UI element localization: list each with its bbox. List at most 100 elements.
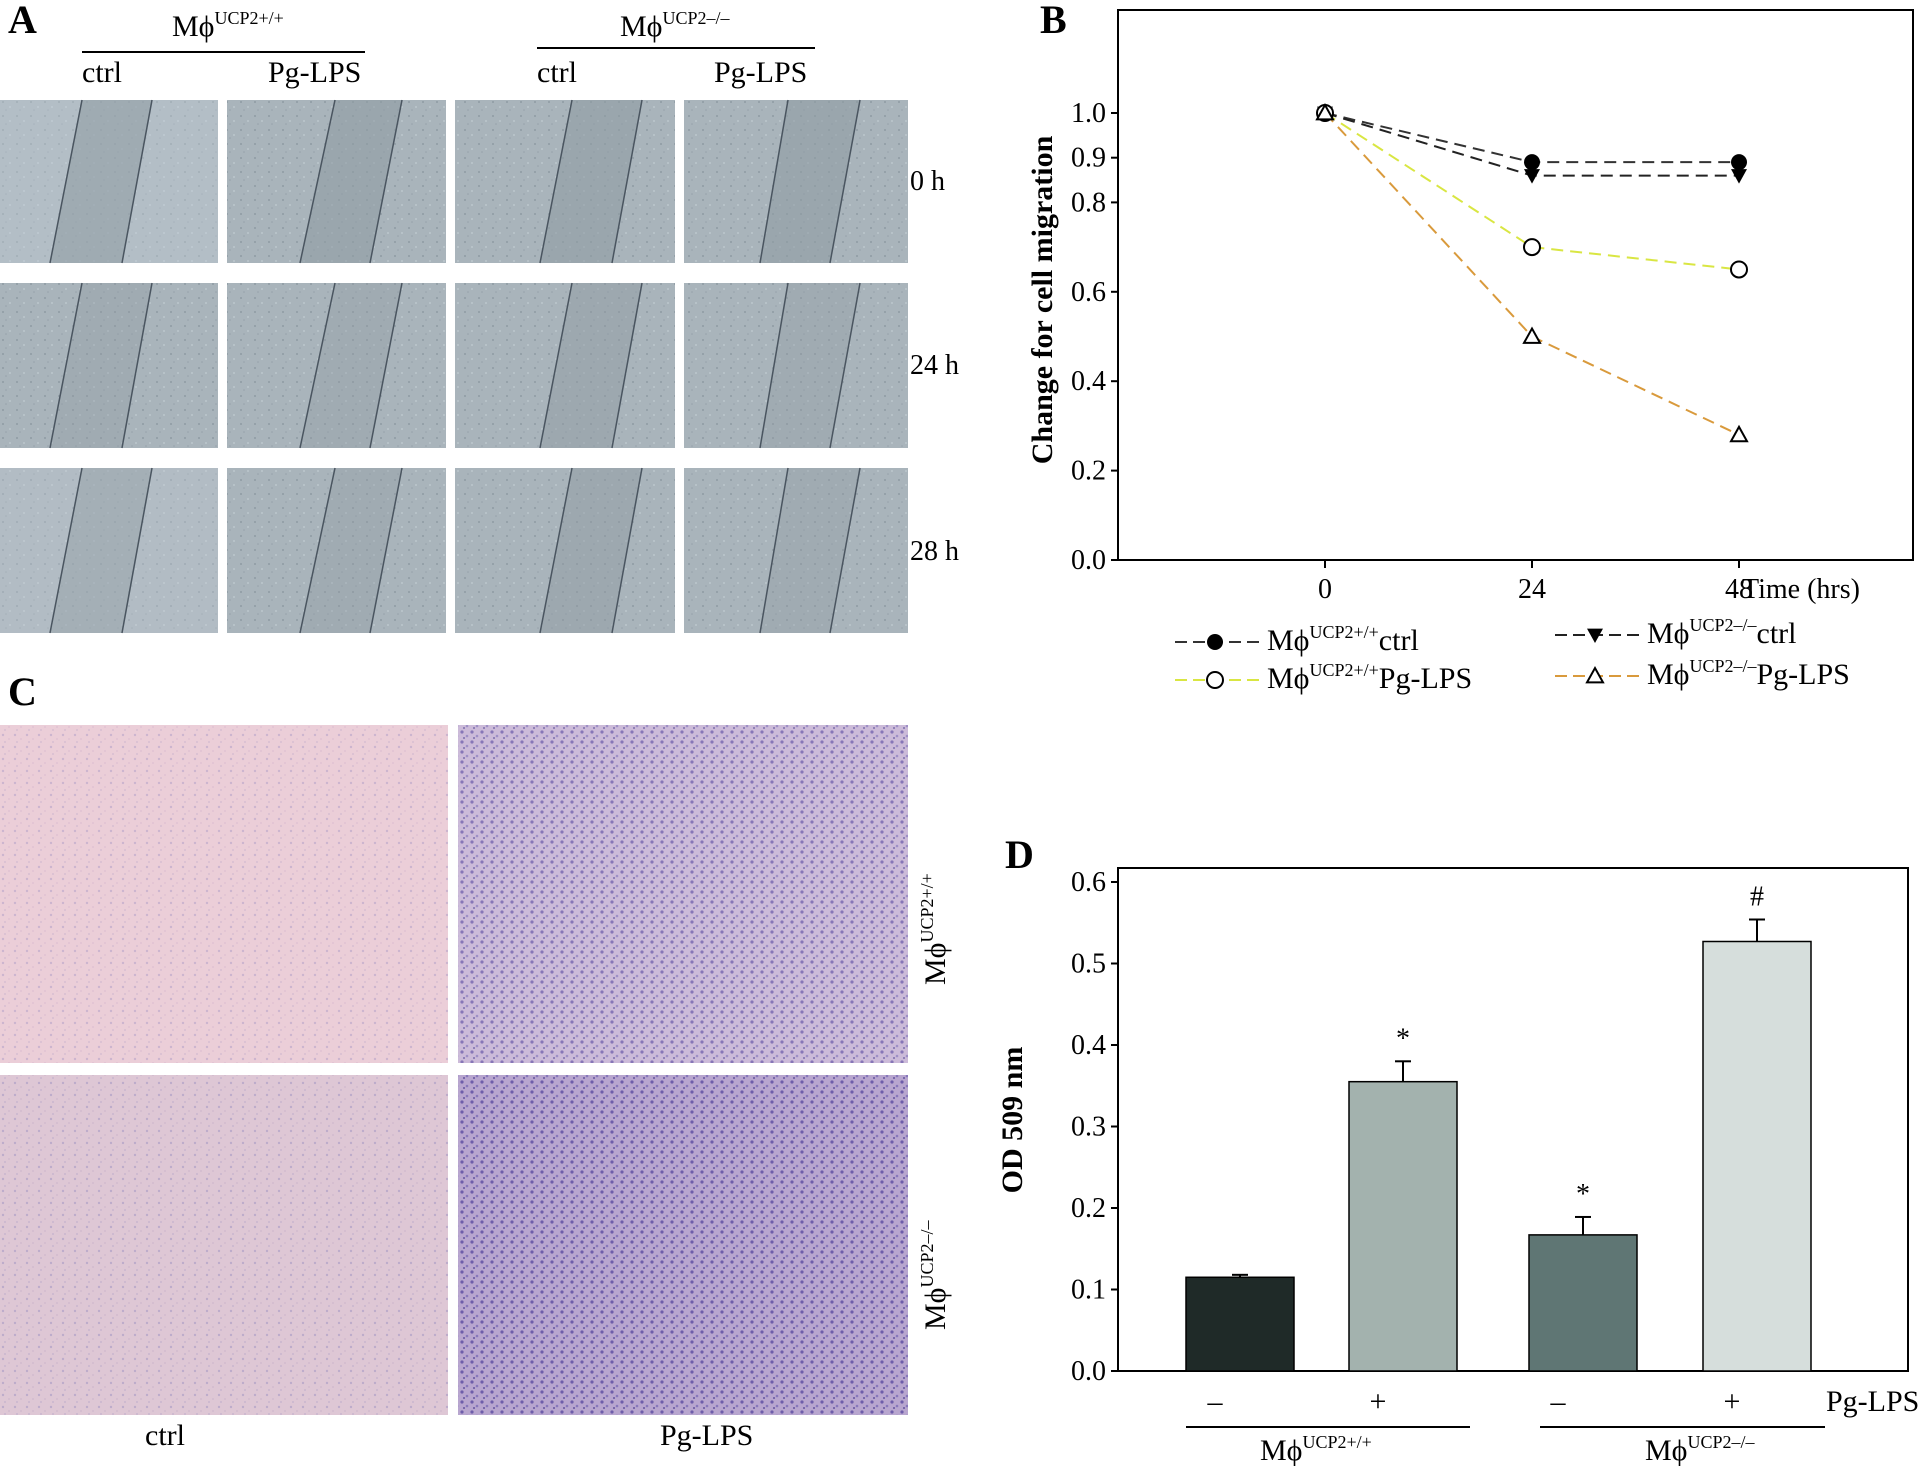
panel-a-group-2-label: MϕUCP2–/– [620,8,730,43]
series-line [1324,112,1740,271]
bar [1348,1080,1458,1372]
legend-label: MϕUCP2+/+ctrl [1267,622,1419,657]
panel-a-condition-1: ctrl [82,56,122,89]
panel-b-x-axis-label: Time (hrs) [1742,574,1860,605]
legend-label: MϕUCP2–/–ctrl [1647,615,1796,650]
panel-d-group-1-label: MϕUCP2+/+ [1260,1432,1372,1466]
panel-a-label: A [8,0,37,42]
data-point [1587,628,1603,643]
panel-b: B Change for cell migration 0.0 0.2 0.4 0.6… [1026,0,1914,695]
legend-label: MϕUCP2–/–Pg-LPS [1647,656,1850,691]
x-category-label: – [1550,1385,1567,1418]
panel-a-time-0h: 0 h [910,166,945,197]
scratch-image [684,467,908,634]
data-point [1585,665,1605,684]
y-tick-label: 1.0 [1071,98,1106,129]
panel-c-col-label-ctrl: ctrl [145,1419,185,1452]
x-category-label: + [1370,1385,1387,1418]
data-point [1524,154,1540,171]
panel-c-label: C [8,669,37,714]
data-point [1523,238,1541,257]
data-point [1206,671,1224,689]
significance-mark: * [1396,1023,1410,1054]
scratch-image [227,99,446,264]
y-tick-label: 0.4 [1071,366,1106,397]
data-point [1730,260,1748,279]
panel-a: A MϕUCP2+/+ MϕUCP2–/– ctrl Pg-LPS ctrl P… [0,0,959,634]
panel-b-y-axis-label: Change for cell migration [1026,135,1059,464]
data-point [1207,634,1223,650]
panel-d-label: D [1005,832,1034,877]
scratch-image-grid [0,99,908,634]
data-point [1729,424,1749,443]
scratch-image [684,282,908,449]
panel-d: D OD 509 nm 0.0 0.1 0.2 0.3 0.4 0.5 0.6 * * # – +… [996,832,1919,1466]
data-point [1315,102,1335,121]
panel-b-x-ticks: 0 24 48 [1318,560,1753,605]
bar [1528,1234,1638,1372]
transwell-image-grid [0,725,908,1415]
significance-mark: # [1750,881,1764,912]
panel-c-col-label-pglps: Pg-LPS [660,1419,753,1452]
scratch-image [455,99,675,264]
y-tick-label: 0.3 [1071,1112,1106,1143]
y-tick-label: 0.2 [1071,456,1106,487]
legend-item: MϕUCP2+/+ctrl [1175,622,1419,657]
data-point [1731,169,1747,184]
x-tick-label: 0 [1318,574,1332,605]
panel-a-condition-4: Pg-LPS [714,56,807,89]
bar [1185,1276,1295,1372]
transwell-image [458,1075,908,1415]
panel-a-condition-2: Pg-LPS [268,56,361,89]
y-tick-label: 0.6 [1071,867,1106,898]
panel-d-x-labels: – + – + [1207,1385,1741,1418]
data-point [1731,154,1747,171]
bar [1702,940,1812,1372]
y-tick-label: 0.0 [1071,545,1106,576]
x-category-label: – [1207,1385,1224,1418]
transwell-image [458,725,908,1063]
significance-mark: * [1576,1179,1590,1210]
data-point [1524,169,1540,184]
panel-c-row-label-1: MϕUCP2+/+ [917,873,952,985]
transwell-image [0,725,448,1063]
scratch-image [0,282,218,449]
y-tick-label: 0.2 [1071,1193,1106,1224]
scratch-image [455,467,675,634]
x-tick-label: 48 [1725,574,1753,605]
legend-item: MϕUCP2–/–ctrl [1555,615,1796,650]
panel-b-legend: MϕUCP2+/+ctrl MϕUCP2–/–ctrl MϕUCP2+/+Pg-LP… [1175,615,1850,695]
scratch-image [227,467,446,634]
panel-a-time-24h: 24 h [910,350,959,381]
legend-item: MϕUCP2–/–Pg-LPS [1555,656,1850,691]
panel-a-time-28h: 28 h [910,536,959,567]
x-category-label: + [1724,1385,1741,1418]
scratch-image [455,282,675,449]
legend-item: MϕUCP2+/+Pg-LPS [1175,660,1472,695]
scratch-image [0,467,218,634]
panel-d-y-axis-label: OD 509 nm [996,1047,1029,1194]
transwell-image [0,1075,448,1415]
y-tick-label: 0.5 [1071,949,1106,980]
y-tick-label: 0.8 [1071,187,1106,218]
panel-d-treatment-label: Pg-LPS [1826,1385,1919,1418]
y-tick-label: 0.0 [1071,1356,1106,1387]
y-tick-label: 0.1 [1071,1275,1106,1306]
panel-d-y-ticks: 0.0 0.1 0.2 0.3 0.4 0.5 0.6 [1071,867,1118,1387]
y-tick-label: 0.4 [1071,1030,1106,1061]
data-point [1522,326,1542,344]
scratch-image [684,99,908,264]
panel-a-condition-3: ctrl [537,56,577,89]
panel-c-row-label-2: MϕUCP2–/– [917,1220,952,1330]
x-tick-label: 24 [1518,574,1546,605]
panel-b-plot-frame [1117,9,1914,561]
panel-c: C MϕUCP2+/+ MϕUCP2–/– ctrl Pg-LPS [0,669,952,1452]
panel-d-plot-frame [1117,867,1909,1372]
legend-label: MϕUCP2+/+Pg-LPS [1267,660,1472,695]
scratch-image [227,282,446,449]
y-tick-label: 0.6 [1071,277,1106,308]
panel-b-y-ticks: 0.0 0.2 0.4 0.6 0.8 0.9 1.0 [1071,98,1118,576]
panel-d-bars: * * # [1185,881,1812,1372]
panel-a-group-1-label: MϕUCP2+/+ [172,8,284,43]
